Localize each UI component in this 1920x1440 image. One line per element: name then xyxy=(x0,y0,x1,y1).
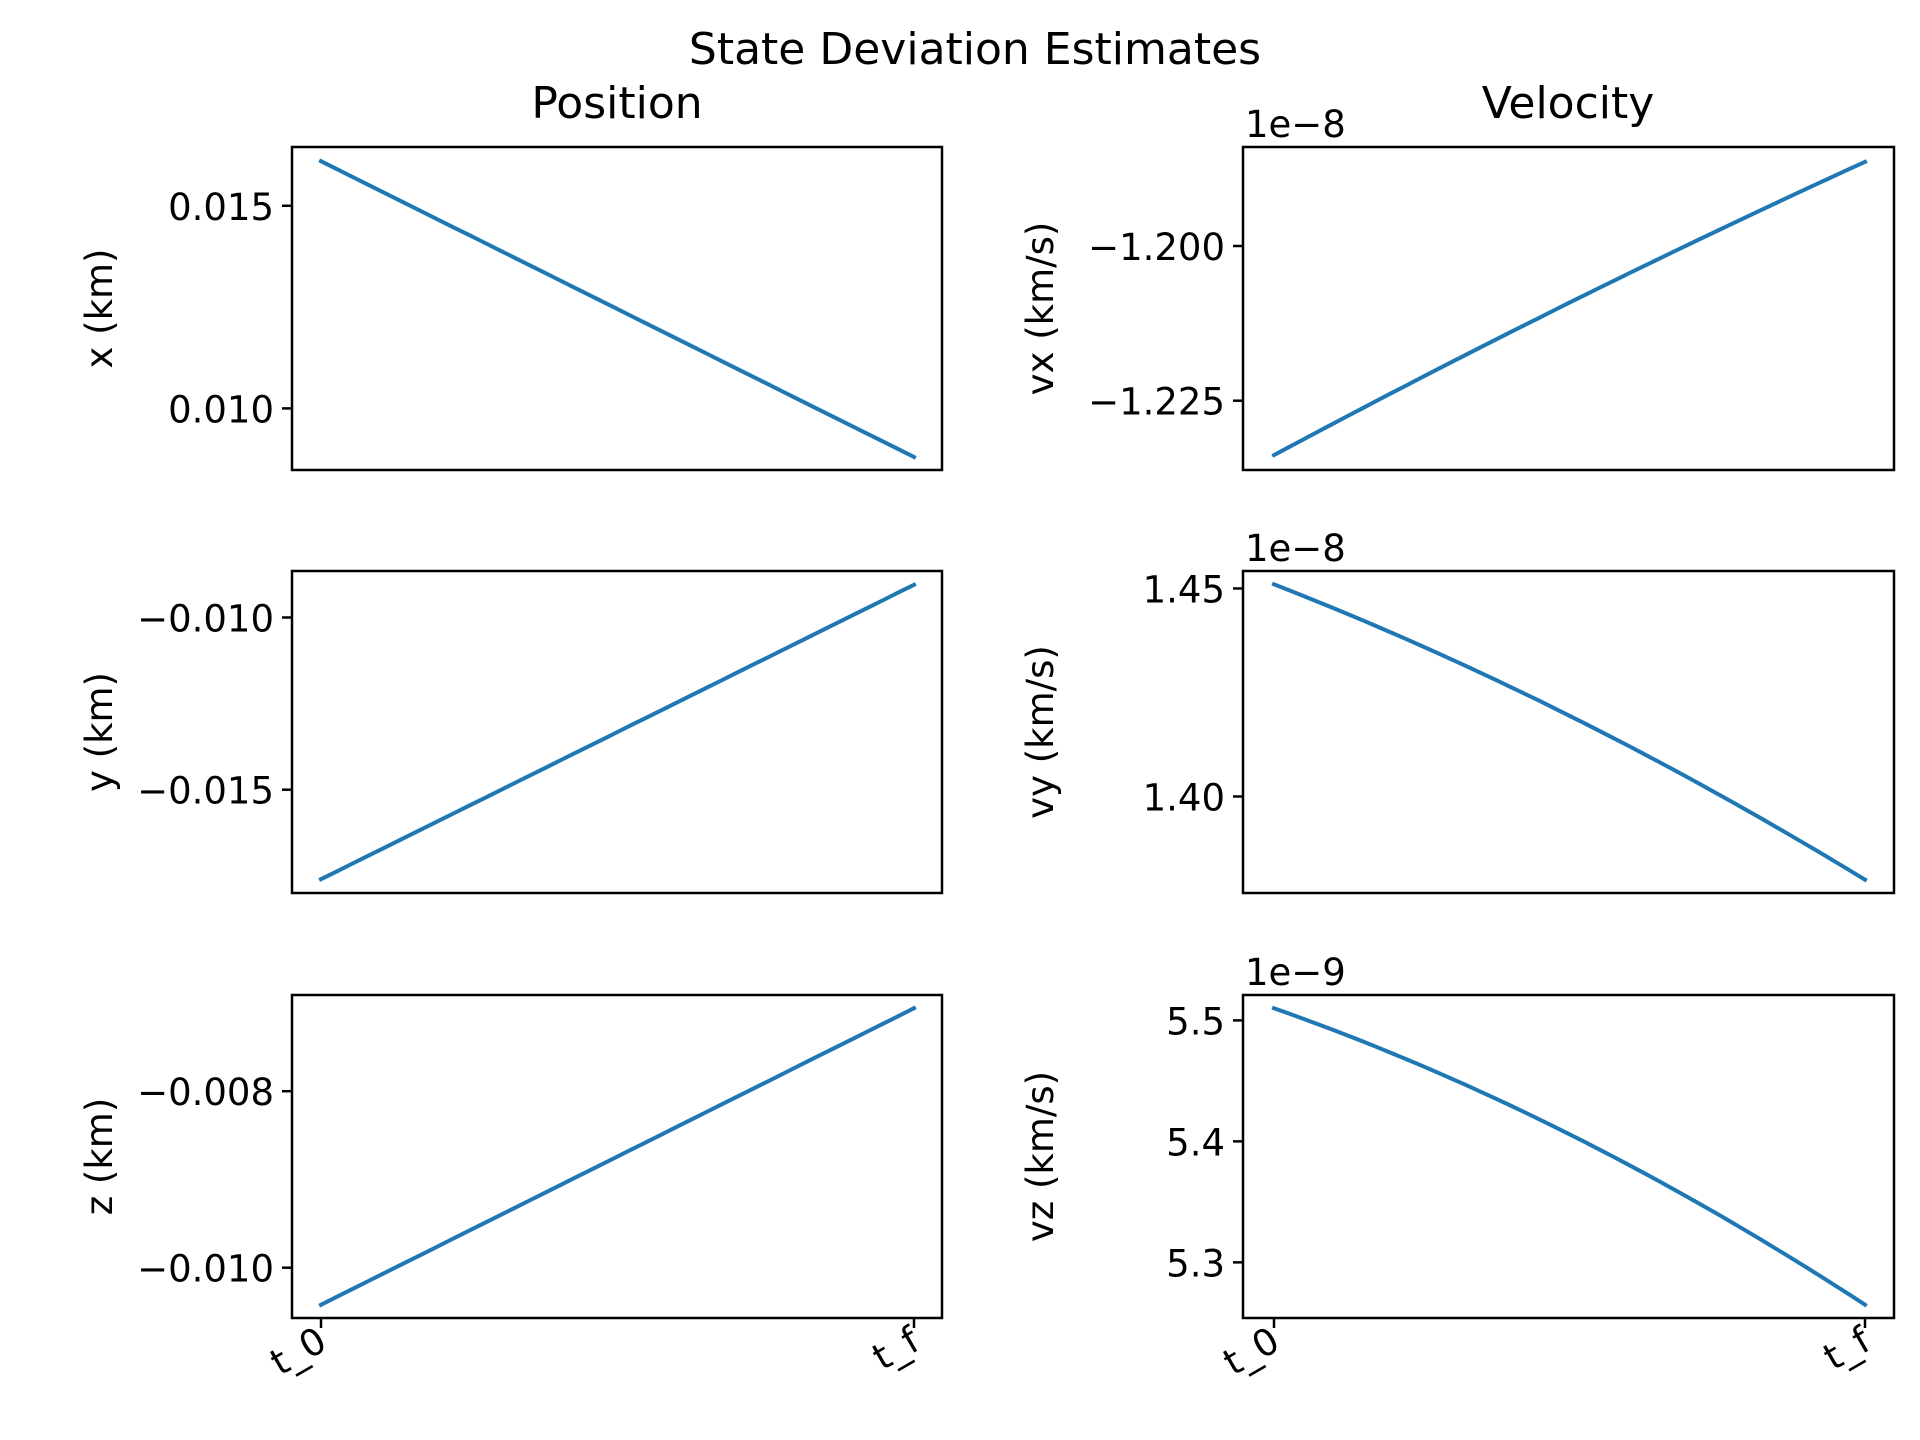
y-axis-label: x (km) xyxy=(78,249,121,369)
subplot-z: −0.008 −0.010 z (km) t_0 t_f xyxy=(78,993,944,1385)
y-axis-label: z (km) xyxy=(78,1098,121,1216)
figure-suptitle: State Deviation Estimates xyxy=(689,24,1261,75)
y-tick-label: 5.3 xyxy=(1166,1242,1225,1285)
offset-text: 1e−8 xyxy=(1245,527,1346,570)
y-tick-label: −0.008 xyxy=(137,1071,274,1114)
axes-frame xyxy=(1241,569,1896,895)
y-axis-label: vz (km/s) xyxy=(1019,1071,1062,1242)
series-line xyxy=(318,1005,917,1308)
x-tick-label: t_0 xyxy=(263,1319,333,1385)
y-axis-label: vx (km/s) xyxy=(1019,222,1062,396)
y-tick-label: −0.010 xyxy=(137,597,274,640)
x-tick-label: t_0 xyxy=(1216,1319,1286,1385)
axes-frame xyxy=(1241,145,1896,472)
axes-frame xyxy=(290,145,944,472)
subplot-grid: 0.015 0.010 x (km) −1.200 −1.225 vx (km/s) 1e−… xyxy=(78,103,1896,1385)
y-tick-label: 5.5 xyxy=(1166,1000,1225,1043)
series-line xyxy=(318,582,917,882)
column-title-position: Position xyxy=(531,78,702,129)
x-tick-label: t_f xyxy=(1816,1318,1878,1379)
y-tick-label: 5.4 xyxy=(1166,1121,1225,1164)
axes-frame xyxy=(1241,993,1896,1320)
y-axis-label: y (km) xyxy=(78,672,121,792)
subplot-vy: 1.45 1.40 vy (km/s) 1e−8 xyxy=(1019,527,1896,895)
series-line xyxy=(1271,1005,1868,1308)
subplot-vz: 5.5 5.4 5.3 vz (km/s) 1e−9 t_0 t_f xyxy=(1019,951,1896,1385)
axes-frame xyxy=(290,993,944,1320)
series-line xyxy=(318,158,917,460)
subplot-y: −0.010 −0.015 y (km) xyxy=(78,569,944,895)
y-tick-label: 1.45 xyxy=(1143,568,1225,611)
series-line xyxy=(1271,581,1868,883)
y-axis-label: vy (km/s) xyxy=(1019,645,1062,819)
offset-text: 1e−9 xyxy=(1245,951,1346,994)
y-tick-label: −1.225 xyxy=(1088,381,1225,424)
y-tick-label: 1.40 xyxy=(1143,776,1225,819)
offset-text: 1e−8 xyxy=(1245,103,1346,146)
axes-frame xyxy=(290,569,944,895)
y-tick-label: 0.010 xyxy=(168,388,274,431)
column-title-velocity: Velocity xyxy=(1482,78,1655,129)
y-tick-label: 0.015 xyxy=(168,186,274,229)
y-tick-label: −0.010 xyxy=(137,1248,274,1291)
y-tick-label: −1.200 xyxy=(1088,226,1225,269)
subplot-x: 0.015 0.010 x (km) xyxy=(78,145,944,472)
subplot-vx: −1.200 −1.225 vx (km/s) 1e−8 xyxy=(1019,103,1896,472)
x-tick-label: t_f xyxy=(865,1318,927,1379)
y-tick-label: −0.015 xyxy=(137,770,274,813)
series-line xyxy=(1271,159,1868,458)
